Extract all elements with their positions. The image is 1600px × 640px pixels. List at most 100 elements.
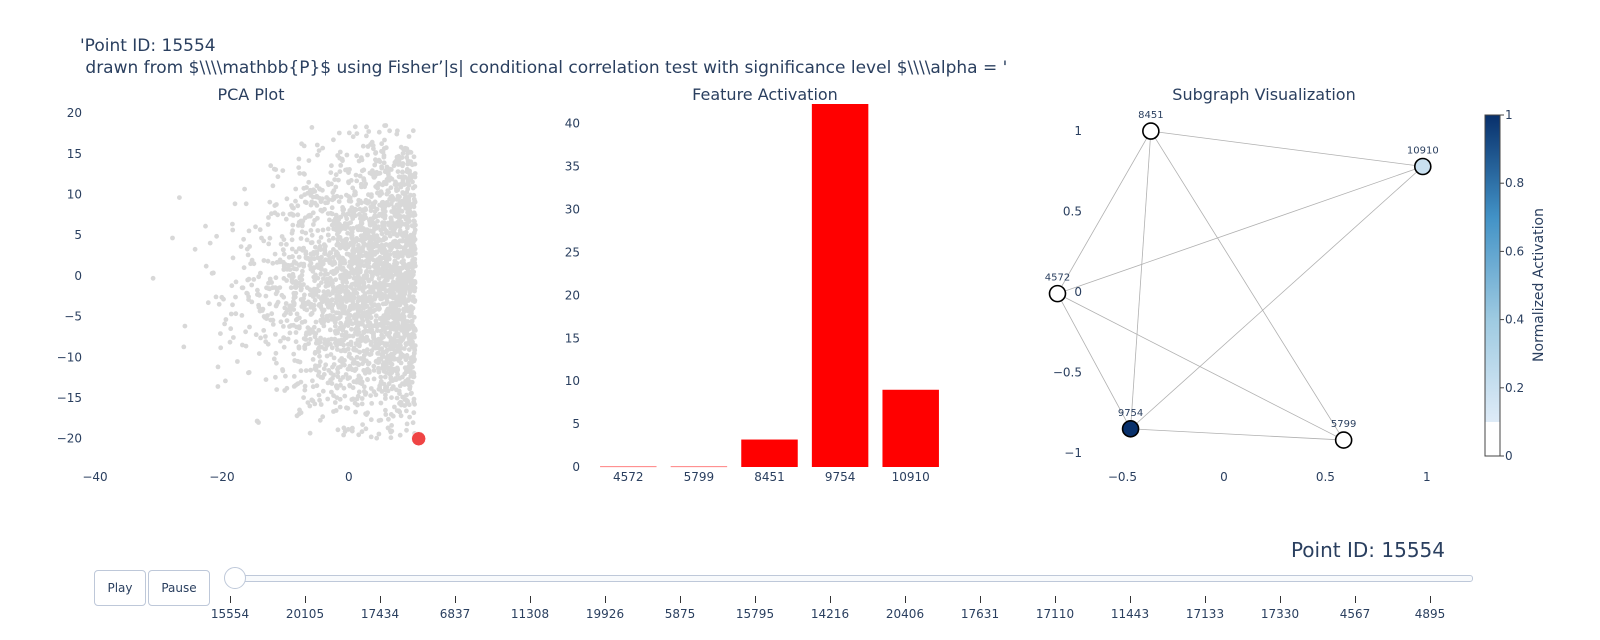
pca-point [323, 257, 328, 263]
pca-point [395, 288, 400, 293]
pca-point [323, 200, 328, 206]
pca-point [361, 330, 367, 335]
node-9754[interactable] [1121, 420, 1140, 438]
pca-point [313, 319, 319, 325]
bar-10910[interactable] [882, 389, 939, 467]
pca-point [400, 253, 405, 259]
pca-point [354, 131, 360, 137]
pca-point [317, 353, 322, 359]
slider-step-label[interactable]: 14216 [810, 607, 850, 621]
pca-point [386, 381, 392, 387]
slider-track[interactable] [234, 575, 1473, 582]
edge-8451-10910 [1150, 130, 1423, 167]
pca-point [300, 268, 305, 274]
bar-8451[interactable] [741, 439, 798, 467]
pca-point [377, 202, 382, 208]
slider-step-label[interactable]: 15554 [210, 607, 250, 621]
pca-point [308, 367, 313, 373]
pca-point [336, 177, 341, 183]
slider-step-label[interactable]: 5875 [664, 607, 696, 621]
slider-step-label[interactable]: 20406 [885, 607, 925, 621]
node-4572[interactable] [1048, 284, 1067, 303]
node-5799[interactable] [1334, 431, 1353, 449]
pca-point [311, 307, 317, 312]
pca-point [214, 233, 220, 239]
pca-point [383, 396, 388, 401]
slider-step-label[interactable]: 17133 [1185, 607, 1225, 621]
pca-point [357, 173, 363, 179]
pca-point [341, 211, 346, 217]
pca-point [379, 389, 385, 394]
pca-point [402, 346, 407, 351]
pca-point [351, 275, 357, 281]
pca-point [278, 319, 284, 325]
bar-ytick-label: 5 [572, 417, 580, 431]
bar-9754[interactable] [811, 104, 869, 467]
edge-4572-5799 [1057, 293, 1344, 441]
node-10910[interactable] [1413, 157, 1432, 176]
pca-point [397, 313, 403, 318]
pca-point [384, 299, 390, 304]
pca-point [302, 171, 307, 177]
node-label: 4572 [1045, 273, 1070, 284]
pca-point [369, 348, 375, 354]
pca-point [389, 285, 395, 291]
colorbar-tick-label: 0.4 [1505, 313, 1524, 327]
slider-step-label[interactable]: 19926 [585, 607, 625, 621]
slider-step-label[interactable]: 4567 [1339, 607, 1371, 621]
pca-point [245, 277, 251, 283]
pca-point [192, 246, 198, 252]
pca-point [342, 348, 348, 354]
pca-point [373, 337, 378, 343]
bar-ytick-label: 10 [565, 374, 580, 388]
slider-step-label[interactable]: 4895 [1414, 607, 1446, 621]
pca-point [361, 368, 367, 373]
pca-point [395, 249, 400, 255]
node-8451[interactable] [1142, 122, 1160, 140]
bar-5799[interactable] [670, 466, 728, 468]
slider-step-label[interactable]: 17110 [1035, 607, 1075, 621]
pca-point [315, 255, 321, 261]
pause-button[interactable]: Pause [148, 570, 210, 606]
feature-activation-title: Feature Activation [692, 85, 838, 104]
pca-point [346, 130, 352, 136]
slider-step-label[interactable]: 15795 [735, 607, 775, 621]
pca-point [374, 324, 379, 330]
slider-step-label[interactable]: 17330 [1260, 607, 1300, 621]
pca-point [401, 182, 407, 188]
slider-handle[interactable] [224, 567, 246, 589]
pca-point [389, 395, 394, 400]
pca-highlighted-point[interactable] [411, 431, 426, 446]
pca-point [354, 325, 360, 330]
play-button[interactable]: Play [94, 570, 146, 606]
pca-point [221, 296, 226, 302]
pca-point [404, 368, 409, 374]
pca-point [353, 172, 359, 178]
pca-point [356, 389, 362, 395]
pca-point [335, 347, 340, 352]
slider-step-label[interactable]: 20105 [285, 607, 325, 621]
slider-step-label[interactable]: 11443 [1110, 607, 1150, 621]
bar-4572[interactable] [600, 466, 657, 468]
pca-point [362, 231, 368, 237]
pca-point [400, 169, 405, 175]
pca-point [328, 170, 334, 176]
pca-point [345, 320, 351, 326]
pca-point [327, 217, 332, 223]
pca-point [321, 242, 327, 248]
pca-point [304, 307, 310, 313]
pca-point [376, 236, 381, 242]
pca-point [406, 210, 411, 216]
pca-point [295, 212, 301, 218]
pca-point [223, 378, 228, 384]
pca-point [373, 313, 379, 319]
pca-point [379, 164, 384, 170]
pca-point [247, 324, 252, 330]
pca-point [351, 345, 357, 351]
slider-step-label[interactable]: 17434 [360, 607, 400, 621]
slider-step-label[interactable]: 11308 [510, 607, 550, 621]
pca-point [257, 227, 263, 233]
slider-step-label[interactable]: 17631 [960, 607, 1000, 621]
slider-step-label[interactable]: 6837 [439, 607, 471, 621]
pca-point [357, 198, 363, 204]
